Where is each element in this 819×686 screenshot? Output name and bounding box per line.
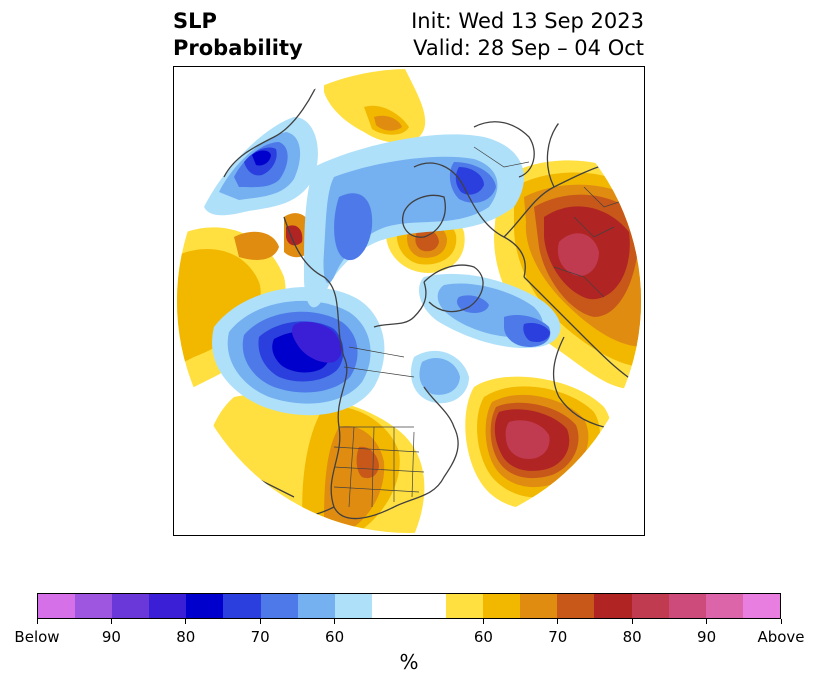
colorbar-tick-mark [780, 619, 782, 624]
colorbar-tick-mark [482, 619, 484, 624]
colorbar-tick-label: 60 [325, 628, 345, 646]
colorbar-tick-label: 70 [548, 628, 568, 646]
colorbar-bin [594, 594, 632, 618]
colorbar-bin [631, 594, 669, 618]
colorbar-unit-label: % [399, 650, 419, 674]
colorbar-tick-mark [185, 619, 187, 624]
colorbar-tick-label: Above [757, 628, 805, 646]
colorbar-bin [446, 594, 484, 618]
colorbar-bin [520, 594, 558, 618]
colorbar-bin [742, 594, 780, 618]
colorbar-bin [557, 594, 595, 618]
colorbar-bin [223, 594, 261, 618]
colorbar-tick-mark [36, 619, 38, 624]
colorbar-bin [297, 594, 335, 618]
date-info: Init: Wed 13 Sep 2023 Valid: 28 Sep – 04… [411, 8, 644, 62]
colorbar-tick-mark [259, 619, 261, 624]
map-title: SLP Probability [173, 8, 303, 62]
coastlines [223, 69, 641, 520]
colorbar-tick-label: 80 [176, 628, 196, 646]
colorbar-bin [75, 594, 113, 618]
colorbar-tick-label: Below [14, 628, 60, 646]
colorbar-tick-mark [557, 619, 559, 624]
colorbar-bin [371, 594, 447, 618]
init-date: Init: Wed 13 Sep 2023 [411, 9, 644, 33]
colorbar-tick-mark [631, 619, 633, 624]
title-line-variable: SLP [173, 9, 217, 33]
colorbar-tick-label: 70 [250, 628, 270, 646]
title-line-type: Probability [173, 36, 303, 60]
colorbar-tick-mark [334, 619, 336, 624]
colorbar-tick-label: 90 [697, 628, 717, 646]
colorbar-tick-label: 60 [473, 628, 493, 646]
colorbar-bin [260, 594, 298, 618]
colorbar-bin [112, 594, 150, 618]
probability-map [173, 66, 645, 536]
colorbar-bin [186, 594, 224, 618]
map-globe [177, 69, 641, 533]
valid-range: Valid: 28 Sep – 04 Oct [413, 36, 644, 60]
colorbar-bin [38, 594, 76, 618]
colorbar-tick-mark [110, 619, 112, 624]
colorbar-bin [705, 594, 743, 618]
colorbar-tick-label: 80 [622, 628, 642, 646]
colorbar-bin [149, 594, 187, 618]
colorbar-tick-mark [706, 619, 708, 624]
colorbar-bin [668, 594, 706, 618]
colorbar [37, 593, 781, 619]
map-svg [177, 69, 641, 533]
colorbar-bin [334, 594, 372, 618]
colorbar-tick-label: 90 [101, 628, 121, 646]
colorbar-bin [483, 594, 521, 618]
